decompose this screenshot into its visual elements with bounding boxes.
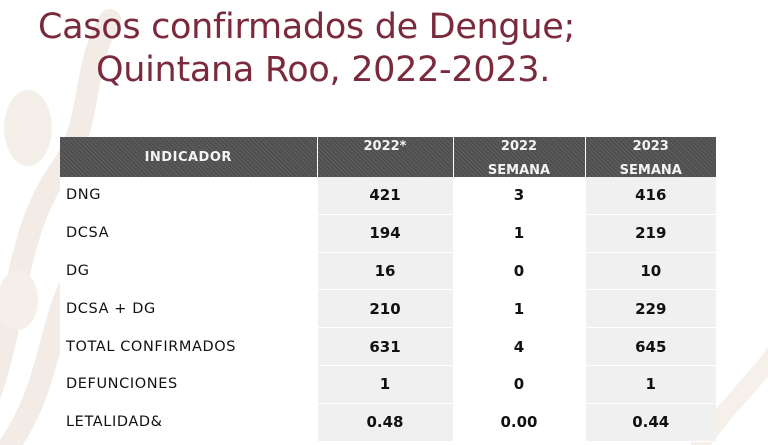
cell-2022-semana: 0: [452, 252, 585, 291]
row-label: DG: [60, 252, 317, 291]
header-2022-total: 2022*: [316, 137, 453, 177]
cell-2022-total: 16: [316, 252, 453, 291]
title-line-2: Quintana Roo, 2022-2023.: [96, 50, 551, 90]
row-label: TOTAL CONFIRMADOS: [60, 327, 317, 366]
cell-2022-total: 1: [316, 365, 453, 404]
row-label: LETALIDAD&: [60, 403, 317, 442]
cell-2023-semana: 0.44: [584, 403, 716, 442]
cell-2023-semana: 416: [584, 177, 716, 215]
table-header-row: INDICADOR 2022* 2022 SEMANA 2023 SEMANA: [60, 137, 716, 177]
row-label: DEFUNCIONES: [60, 365, 317, 404]
table-row: TOTAL CONFIRMADOS 631 4 645: [60, 327, 716, 366]
cell-2022-total: 0.48: [316, 403, 453, 442]
cell-2023-semana: 229: [584, 289, 716, 329]
title-line-1: Casos confirmados de Dengue;: [38, 7, 575, 47]
header-indicador: INDICADOR: [60, 137, 317, 177]
dengue-cases-table: INDICADOR 2022* 2022 SEMANA 2023 SEMANA …: [60, 137, 716, 442]
cell-2022-semana: 0.00: [452, 403, 585, 442]
row-label: DNG: [60, 177, 317, 215]
cell-2023-semana: 1: [584, 365, 716, 404]
cell-2023-semana: 10: [584, 252, 716, 291]
header-2023-semana: 2023 SEMANA: [584, 137, 716, 177]
row-label: DCSA + DG: [60, 289, 317, 329]
cell-2022-semana: 1: [452, 289, 585, 329]
cell-2022-semana: 4: [452, 327, 585, 366]
row-label: DCSA: [60, 214, 317, 253]
table-row: DG 16 0 10: [60, 252, 716, 291]
cell-2022-semana: 0: [452, 365, 585, 404]
table-row: DNG 421 3 416: [60, 177, 716, 215]
cell-2022-total: 194: [316, 214, 453, 253]
cell-2022-total: 210: [316, 289, 453, 329]
slide-title: Casos confirmados de Dengue; Quintana Ro…: [38, 6, 575, 92]
header-2022-semana: 2022 SEMANA: [452, 137, 585, 177]
cell-2022-total: 421: [316, 177, 453, 215]
table-row: LETALIDAD& 0.48 0.00 0.44: [60, 403, 716, 442]
cell-2023-semana: 645: [584, 327, 716, 366]
table-row: DEFUNCIONES 1 0 1: [60, 365, 716, 404]
cell-2022-semana: 1: [452, 214, 585, 253]
cell-2022-semana: 3: [452, 177, 585, 215]
cell-2023-semana: 219: [584, 214, 716, 253]
table-row: DCSA 194 1 219: [60, 214, 716, 253]
cell-2022-total: 631: [316, 327, 453, 366]
table-row: DCSA + DG 210 1 229: [60, 289, 716, 329]
